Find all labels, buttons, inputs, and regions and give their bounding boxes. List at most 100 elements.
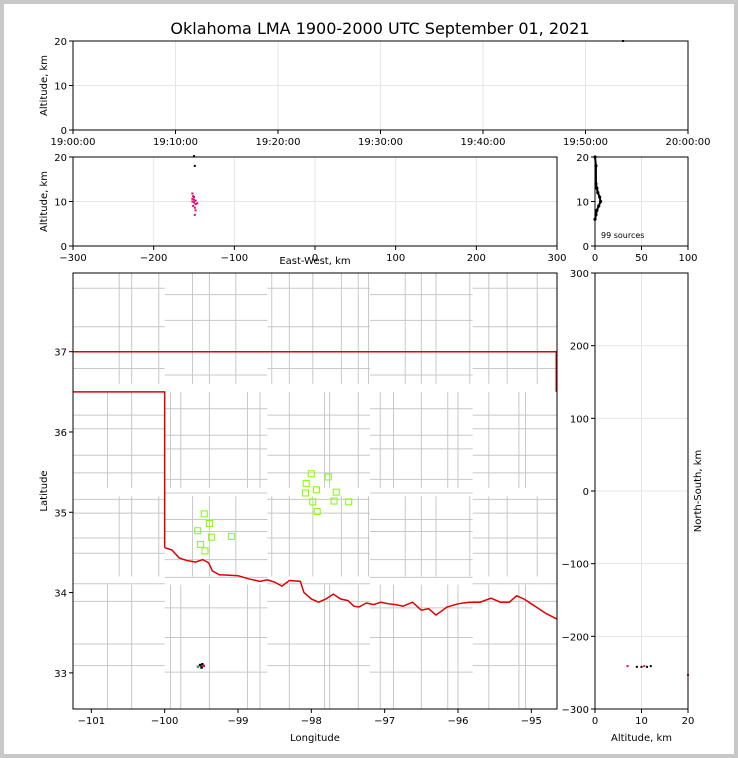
source-point — [192, 204, 195, 207]
x-tick-label: 19:20:00 — [256, 137, 301, 148]
source-point — [649, 665, 652, 668]
x-tick-label: 19:40:00 — [461, 137, 506, 148]
y-tick-label: 100 — [570, 414, 589, 425]
x-tick-label: −98 — [301, 716, 322, 727]
x-tick-label: 20 — [682, 716, 695, 727]
lma-station-marker — [312, 486, 320, 494]
x-tick-label: −97 — [374, 716, 395, 727]
x-tick-label: 300 — [547, 253, 566, 264]
x-tick-label: 100 — [386, 253, 405, 264]
source-point — [193, 206, 196, 209]
y-tick-label: −200 — [562, 632, 589, 643]
y-tick-label: 10 — [54, 82, 67, 93]
plan-view-map-panel: −101 −100 −99 −98 −97 −96 −95 33 34 35 36 37 Longitu… — [39, 272, 558, 744]
north-south-altitude-panel: 0 10 20 −300 −200 −100 0 100 200 300 Altitude, km N… — [562, 269, 704, 744]
source-point — [191, 192, 194, 195]
lma-station-marker — [205, 520, 213, 528]
source-point — [646, 665, 649, 668]
x-tick-label: −95 — [521, 716, 542, 727]
y-tick-label: 0 — [583, 487, 589, 498]
y-tick-label: 10 — [54, 198, 67, 209]
source-point — [193, 198, 195, 201]
lightning-source-point — [198, 663, 202, 667]
x-tick-label: 50 — [635, 253, 648, 264]
y-tick-label: 20 — [54, 37, 67, 48]
y-axis-label: North-South, km — [693, 450, 704, 533]
y-tick-label: 33 — [54, 669, 67, 680]
lma-station-marker — [302, 479, 310, 487]
lma-station-marker — [330, 497, 338, 505]
x-axis-label: East-West, km — [279, 256, 350, 267]
histogram-point — [596, 191, 600, 195]
y-tick-label: 37 — [54, 348, 67, 359]
lma-station-marker — [194, 527, 202, 535]
x-tick-label: 0 — [592, 253, 598, 264]
histogram-point — [597, 204, 601, 208]
x-tick-label: −100 — [221, 253, 248, 264]
y-tick-label: 0 — [583, 242, 589, 253]
x-tick-label: 0 — [592, 716, 598, 727]
x-tick-label: −96 — [447, 716, 468, 727]
y-tick-label: 200 — [570, 342, 589, 353]
lma-figure: Oklahoma LMA 1900-2000 UTC September 01,… — [39, 19, 710, 744]
lma-station-marker — [307, 470, 315, 478]
y-axis-label: Altitude, km — [39, 55, 50, 116]
x-tick-label: 20:00:00 — [666, 137, 711, 148]
source-count-label: 99 sources — [601, 231, 644, 240]
x-axis-label: Altitude, km — [611, 733, 672, 744]
histogram-point — [595, 186, 599, 190]
x-tick-label: 19:30:00 — [358, 137, 403, 148]
y-tick-label: 20 — [54, 153, 67, 164]
y-axis-label: Latitude — [39, 470, 50, 511]
source-point — [193, 213, 196, 216]
histogram-point — [598, 199, 603, 204]
source-point — [191, 200, 194, 203]
y-tick-label: −300 — [562, 705, 589, 716]
lma-station-marker — [301, 489, 309, 497]
east-west-altitude-panel: −300 −200 −100 0 100 200 300 0 10 20 East-West, km… — [39, 153, 567, 267]
lma-station-marker — [200, 510, 208, 518]
source-point — [635, 665, 638, 668]
source-point — [193, 196, 195, 199]
x-tick-label: −99 — [227, 716, 248, 727]
figure-canvas: Oklahoma LMA 1900-2000 UTC September 01,… — [4, 4, 734, 754]
source-point — [194, 199, 197, 202]
lightning-source-point — [201, 663, 204, 666]
lightning-source-point — [202, 664, 206, 668]
lma-station-marker — [309, 498, 317, 506]
lma-station-marker — [324, 473, 332, 481]
histogram-point — [598, 195, 602, 199]
y-tick-label: 10 — [576, 198, 589, 209]
lma-station-marker — [227, 532, 235, 540]
y-axis-label: Altitude, km — [39, 171, 50, 232]
x-tick-label: 0 — [312, 253, 318, 264]
lma-station-marker — [197, 540, 205, 548]
source-point — [640, 665, 643, 668]
lma-station-marker — [332, 488, 340, 496]
y-tick-label: 0 — [61, 126, 67, 137]
source-point — [196, 202, 199, 205]
y-tick-label: 35 — [54, 508, 67, 519]
altitude-histogram-panel: 0 50 100 0 10 20 99 sources — [576, 153, 697, 264]
figure-title: Oklahoma LMA 1900-2000 UTC September 01,… — [170, 19, 589, 38]
axes-frame — [72, 272, 558, 710]
state-border-red-river — [164, 546, 557, 620]
source-point — [193, 155, 195, 158]
x-tick-label: −100 — [151, 716, 178, 727]
source-point — [193, 201, 195, 204]
y-tick-label: 34 — [54, 589, 67, 600]
map-layers — [73, 273, 557, 709]
source-point — [194, 203, 197, 206]
x-axis-label: Longitude — [290, 733, 340, 744]
source-point — [626, 665, 629, 668]
source-point — [191, 197, 194, 200]
x-tick-label: 19:10:00 — [153, 137, 198, 148]
source-point — [194, 209, 197, 212]
y-tick-label: 36 — [54, 428, 67, 439]
y-tick-label: 300 — [570, 269, 589, 280]
lightning-source-point — [196, 665, 200, 668]
lma-station-marker — [201, 547, 209, 555]
lma-station-marker — [345, 498, 353, 506]
time-height-panel: 19:00:00 19:10:00 19:20:00 19:30:00 19:40:00… — [39, 37, 710, 148]
